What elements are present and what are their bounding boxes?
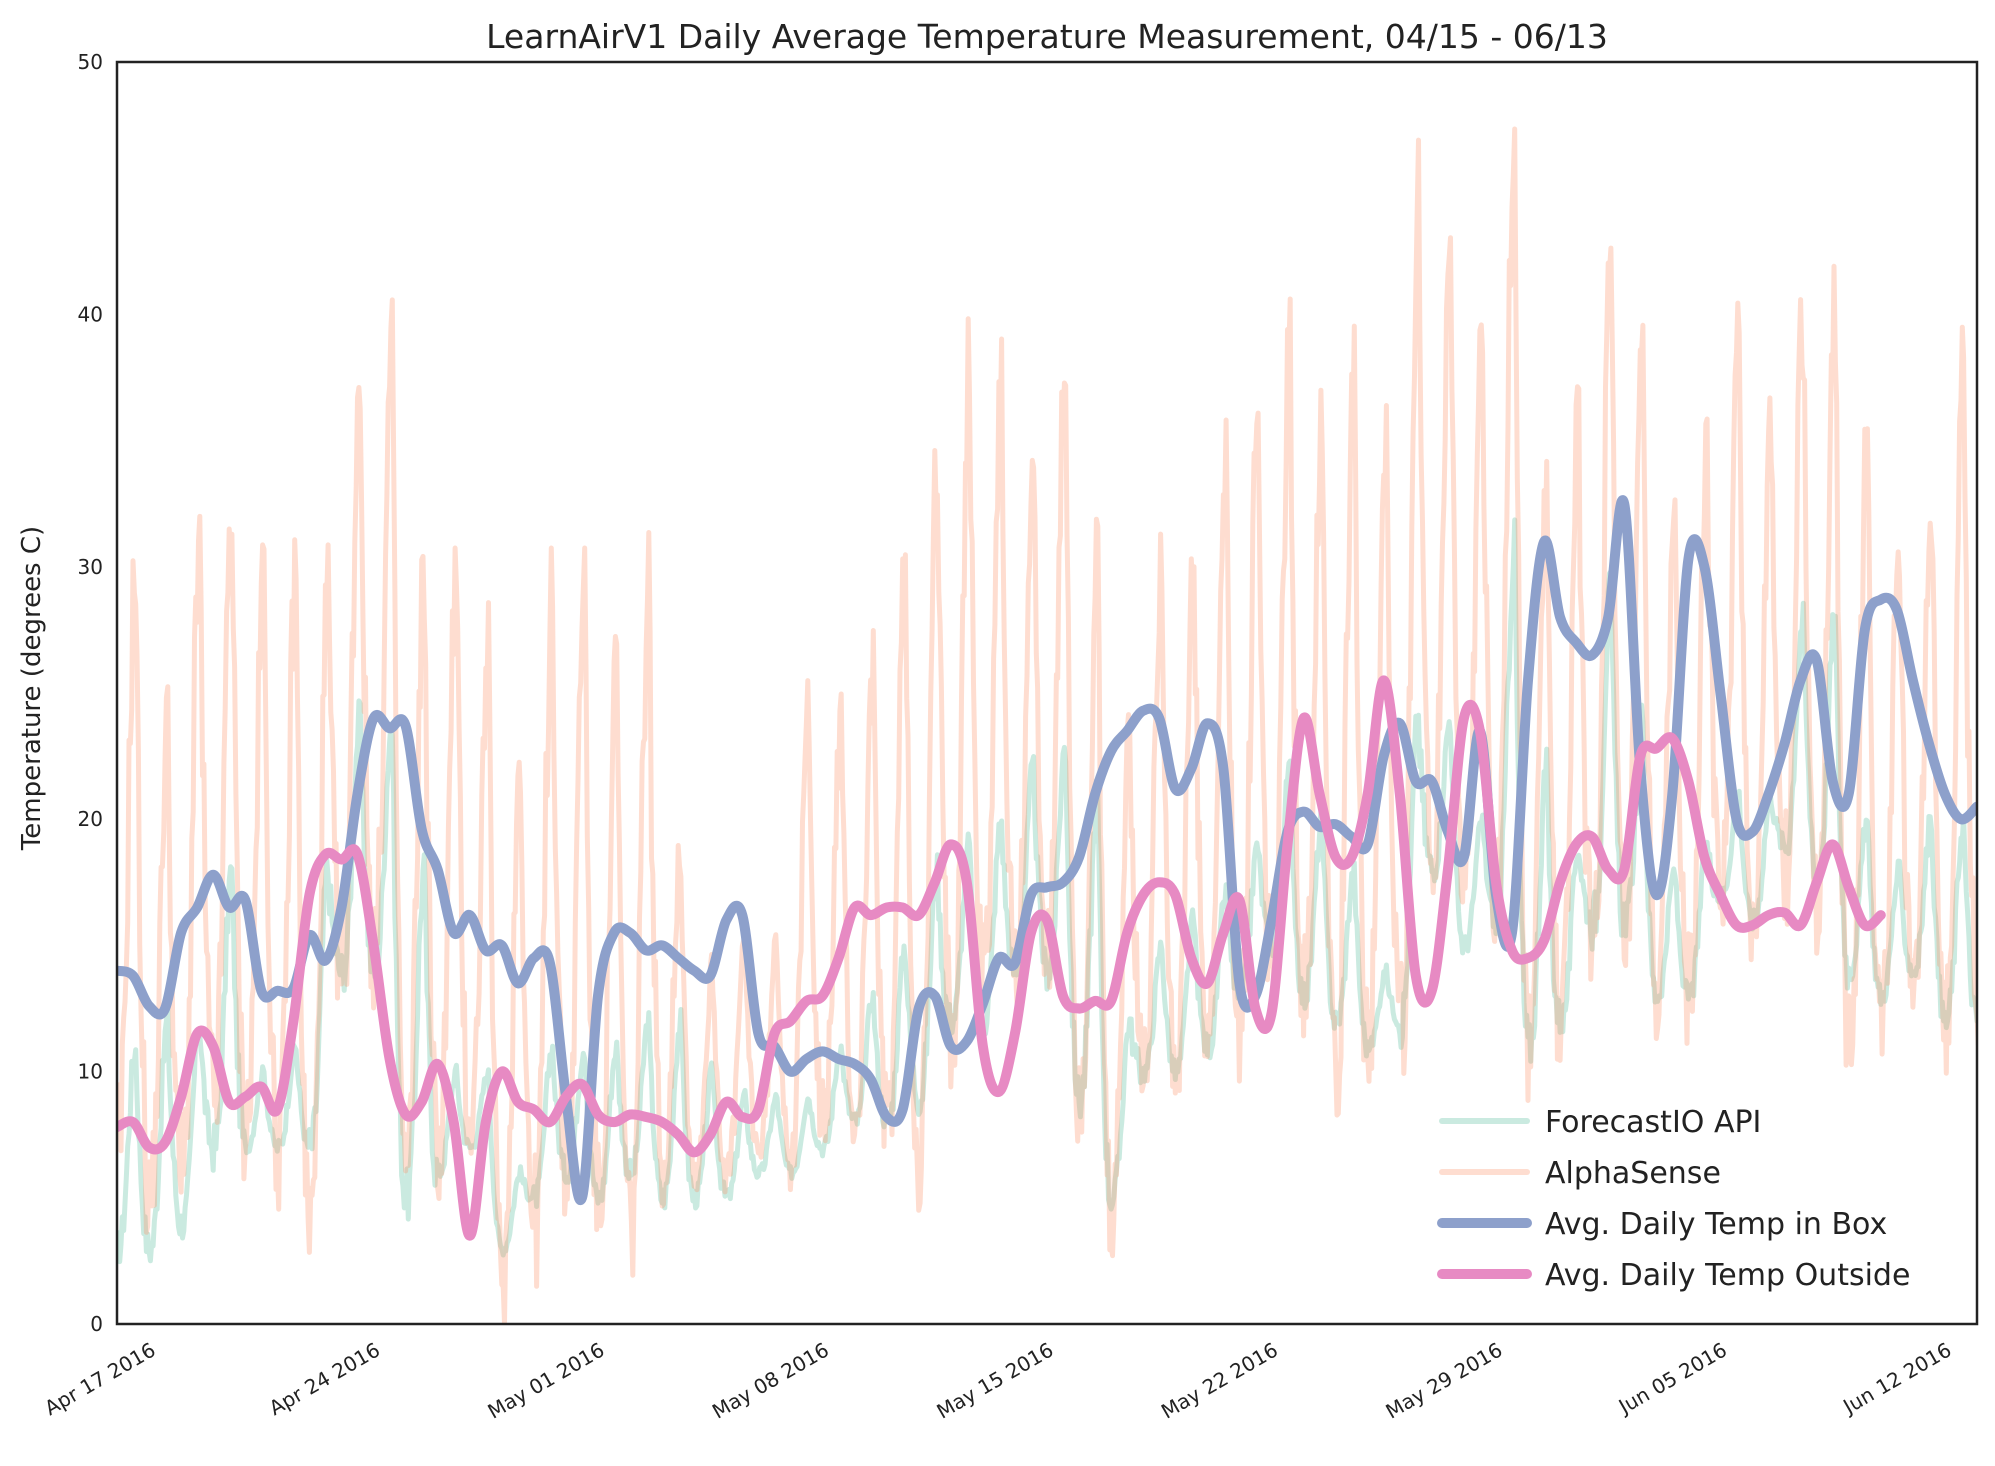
legend-label: Avg. Daily Temp in Box xyxy=(1545,1207,1887,1242)
y-tick-label: 40 xyxy=(78,302,103,326)
legend-label: ForecastIO API xyxy=(1545,1105,1761,1140)
series-line-box-temp xyxy=(117,495,1977,1206)
y-tick-label: 20 xyxy=(78,807,103,831)
plot-frame xyxy=(115,60,1979,1326)
legend-label: AlphaSense xyxy=(1545,1156,1721,1191)
y-axis: 0 10 20 30 40 50 xyxy=(78,50,103,1336)
series-line-forecastio xyxy=(117,517,1977,1265)
y-axis-label: Temperature (degrees C) xyxy=(17,526,47,851)
y-tick-label: 10 xyxy=(78,1060,103,1084)
y-tick-label: 0 xyxy=(90,1312,103,1336)
legend-label: Avg. Daily Temp Outside xyxy=(1545,1258,1910,1293)
series-line-alphasense xyxy=(117,126,1977,1324)
y-tick-label: 50 xyxy=(78,50,103,74)
legend: ForecastIO API AlphaSense Avg. Daily Temp … xyxy=(1437,1105,1910,1293)
series-line-outside-temp xyxy=(117,675,1886,1241)
plot-area xyxy=(117,126,1977,1324)
chart-title: LearnAirV1 Daily Average Temperature Mea… xyxy=(486,17,1608,56)
y-tick-label: 30 xyxy=(78,555,103,579)
